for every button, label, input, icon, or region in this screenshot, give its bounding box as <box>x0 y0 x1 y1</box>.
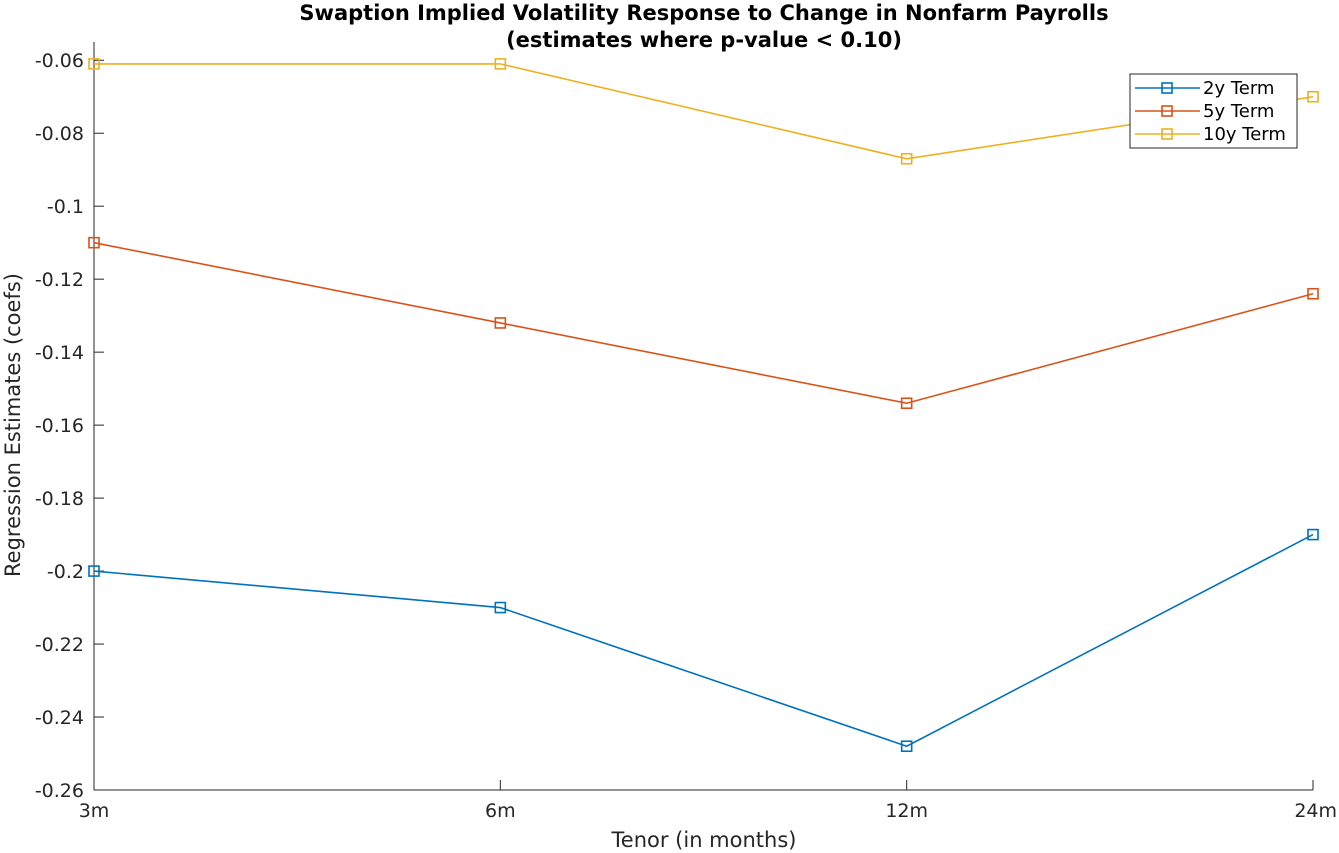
data-point <box>88 236 100 249</box>
data-point <box>1307 528 1319 541</box>
y-tick-label: -0.08 <box>35 123 84 145</box>
y-tick-label: -0.12 <box>35 269 84 291</box>
legend-marker <box>1161 105 1173 117</box>
data-point <box>88 565 100 577</box>
y-tick-label: -0.22 <box>35 634 84 656</box>
legend-label: 10y Term <box>1203 124 1286 145</box>
data-point <box>1307 287 1319 300</box>
data-point <box>1307 90 1319 103</box>
series-3 <box>88 58 1319 165</box>
plot-area <box>93 42 1313 791</box>
y-tick-label: -0.24 <box>35 707 84 729</box>
data-point <box>900 397 913 410</box>
data-point <box>494 58 507 70</box>
data-point <box>900 740 913 753</box>
chart-title-line-2: (estimates where p-value < 0.10) <box>506 28 902 52</box>
series-line <box>93 533 1314 748</box>
series-2 <box>88 236 1319 410</box>
chart-title-line-1: Swaption Implied Volatility Response to … <box>299 1 1108 25</box>
series-1 <box>88 528 1319 753</box>
y-tick-label: -0.18 <box>35 488 84 510</box>
legend-item: 2y Term <box>1135 78 1274 99</box>
series-layer <box>88 58 1319 753</box>
data-point <box>900 152 913 165</box>
y-axis-label: Regression Estimates (coefs) <box>1 273 25 577</box>
x-tick-label: 6m <box>485 800 516 822</box>
legend-marker <box>1161 82 1173 94</box>
x-tick-label: 12m <box>885 800 928 822</box>
series-line <box>94 63 1314 160</box>
series-line <box>93 241 1314 405</box>
data-point <box>88 58 100 70</box>
y-tick-label: -0.06 <box>35 50 84 72</box>
y-tick-label: -0.16 <box>35 415 84 437</box>
y-tick-label: -0.26 <box>35 780 84 802</box>
x-axis-label: Tenor (in months) <box>611 828 797 852</box>
x-axis: 3m 6m 12m 24m <box>79 780 1337 822</box>
y-tick-label: -0.2 <box>47 561 84 583</box>
y-tick-label: -0.14 <box>35 342 84 364</box>
data-point <box>494 317 507 329</box>
x-tick-label: 24m <box>1294 800 1337 822</box>
legend-label: 5y Term <box>1203 101 1274 122</box>
legend-label: 2y Term <box>1203 78 1274 99</box>
data-point <box>494 601 507 614</box>
legend-item: 10y Term <box>1135 124 1286 145</box>
legend-item: 5y Term <box>1135 101 1274 122</box>
y-tick-label: -0.1 <box>47 196 84 218</box>
y-axis: -0.26 -0.24 -0.22 -0.2 -0.18 -0.16 -0.14 -0.12 -… <box>35 50 104 802</box>
x-tick-label: 3m <box>79 800 110 822</box>
legend-marker <box>1161 128 1173 140</box>
